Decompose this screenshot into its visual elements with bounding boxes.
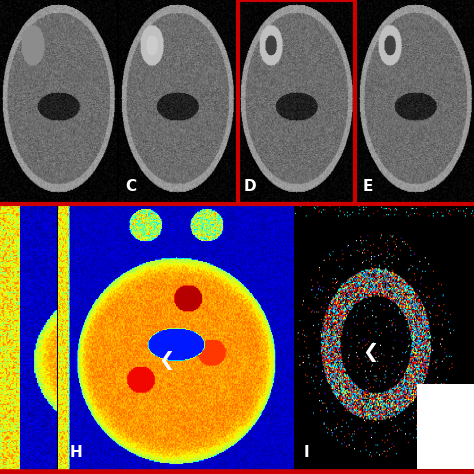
Text: E: E xyxy=(363,179,374,194)
Text: D: D xyxy=(244,179,256,194)
Text: H: H xyxy=(70,446,82,461)
Text: ❮: ❮ xyxy=(362,343,378,362)
Text: I: I xyxy=(304,446,310,461)
Text: ❮: ❮ xyxy=(158,351,174,370)
Text: C: C xyxy=(125,179,136,194)
